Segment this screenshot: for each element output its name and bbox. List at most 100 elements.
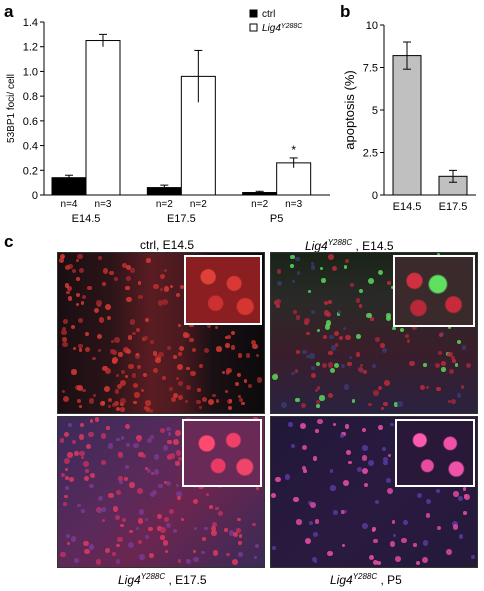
cell-dot [339,434,344,439]
cell-dot [77,318,84,324]
cell-dot [235,528,241,533]
cell-dot [237,552,243,558]
cell-dot [116,437,120,441]
cell-dot [345,259,349,263]
cell-dot [102,267,109,274]
cell-dot [320,277,326,283]
cell-dot [256,377,263,383]
cell-dot [158,351,164,358]
cell-dot [386,316,392,322]
cell-dot [136,438,141,443]
cell-dot [356,466,363,473]
cell-dot [118,476,123,481]
cell-dot [301,445,307,451]
cell-dot [359,289,364,294]
cell-dot [309,501,316,508]
cell-dot [163,286,170,292]
cell-dot [228,530,235,536]
cell-dot [450,355,456,361]
cell-dot [165,522,171,528]
cell-dot [77,503,81,507]
n-label: n=2 [156,199,173,210]
cell-dot [78,404,82,408]
cell-dot [65,475,70,480]
micrograph-lig4-e175 [57,416,265,568]
cell-dot [316,399,321,404]
cell-dot [168,509,174,515]
cell-dot [66,290,70,295]
x-tick-label: E17.5 [167,213,196,225]
cell-dot [153,283,159,290]
cell-dot [129,530,133,534]
cell-dot [313,559,318,563]
cell-dot [115,373,120,378]
cell-dot [101,518,106,523]
cell-dot [413,543,417,547]
cell-dot [63,431,69,437]
cell-dot [345,450,351,456]
cell-dot [368,402,372,406]
cell-dot [67,422,72,428]
cell-dot [71,369,77,375]
cell-dot [288,422,293,427]
cell-dot [361,455,368,461]
cell-dot [125,348,132,355]
cell-dot [319,266,324,271]
n-label: n=2 [190,199,207,210]
cell-dot [309,353,315,359]
cell-dot [212,522,218,528]
cell-dot [93,308,99,314]
cell-dot [238,540,242,545]
cell-dot [311,309,316,314]
cell-dot [276,299,282,305]
cell-dot [112,551,117,557]
cell-dot [71,440,76,445]
cell-dot [392,533,396,537]
cell-dot [207,323,212,328]
cell-dot [167,432,171,436]
cell-dot [416,492,422,498]
cell-dot [441,367,446,372]
cell-dot [310,262,314,266]
cell-dot [363,370,368,375]
cell-dot [101,460,107,466]
cell-dot [160,535,165,540]
chart-a: 0 0.2 0.4 0.6 0.8 1.0 1.2 1.4 53BP1 foci/ cell n=… [6,9,330,225]
cell-dot [120,369,125,374]
cell-dot [343,265,347,269]
cell-dot [390,423,394,427]
cell-dot [381,406,385,410]
cell-dot [340,364,345,369]
micrograph-ctrl-e145 [57,252,265,414]
cell-dot [145,400,151,406]
cell-dot [177,324,181,328]
cell-dot [372,527,376,531]
cell-dot [330,485,336,491]
cell-dot [89,483,95,489]
cell-dot [243,379,248,383]
cell-dot [83,540,89,547]
cell-dot [146,258,151,263]
cell-dot [142,453,146,458]
cell-dot [142,372,147,377]
cell-dot [165,480,172,487]
cell-dot [314,518,320,524]
cell-dot [391,520,396,524]
cell-dot [144,534,149,539]
cell-dot [84,346,90,352]
cell-dot [311,373,317,379]
cell-dot [225,343,230,348]
cell-dot [202,536,207,541]
cell-dot [291,280,295,284]
y-tick-label: 0.2 [23,165,38,177]
cell-dot [177,559,182,563]
cell-dot [180,284,185,289]
cell-dot [422,540,429,546]
cell-dot [214,325,219,330]
cell-dot [120,407,125,412]
bar [85,40,121,196]
cell-dot [373,539,378,544]
cell-dot [175,430,181,436]
cell-dot [383,460,388,466]
cell-dot [139,554,145,560]
